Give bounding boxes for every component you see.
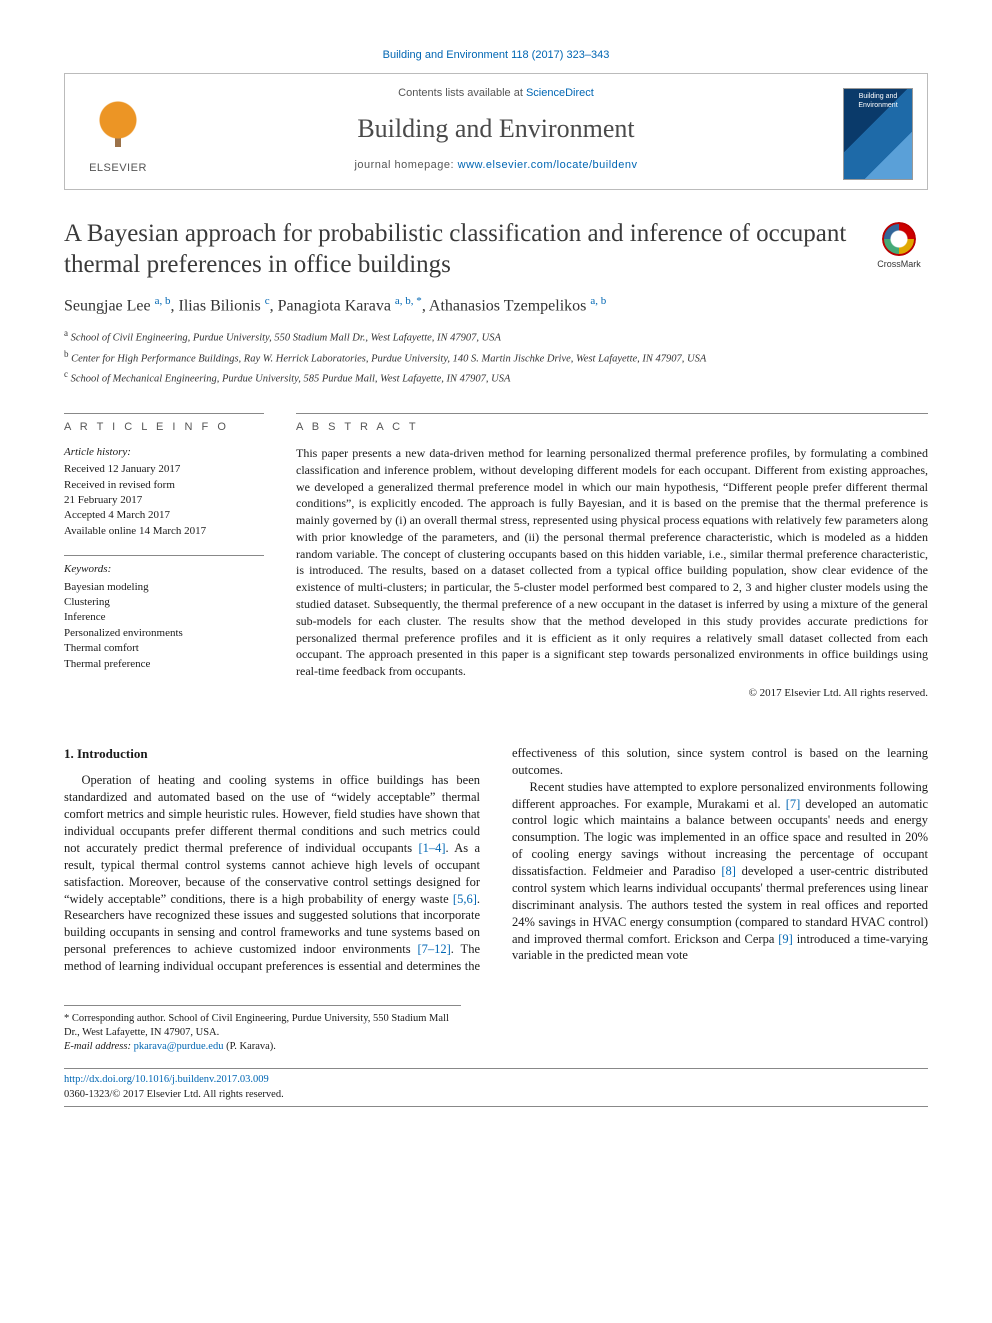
abstract-text: This paper presents a new data-driven me… [296, 445, 928, 680]
email-label: E-mail address: [64, 1041, 131, 1052]
keyword: Thermal comfort [64, 641, 264, 656]
contents-lists-line: Contents lists available at ScienceDirec… [175, 86, 817, 101]
email-suffix: (P. Karava). [226, 1041, 276, 1052]
corresponding-author-note: * Corresponding author. School of Civil … [64, 1012, 461, 1040]
section-number: 1. [64, 746, 74, 761]
section-heading-introduction: 1. Introduction [64, 745, 480, 763]
history-line: Available online 14 March 2017 [64, 524, 264, 539]
crossmark-badge[interactable]: CrossMark [870, 222, 928, 280]
affiliation: c School of Mechanical Engineering, Purd… [64, 368, 858, 387]
journal-cover-thumbnail: Building and Environment [843, 88, 913, 180]
corresponding-email-link[interactable]: pkarava@purdue.edu [134, 1041, 224, 1052]
email-line: E-mail address: pkarava@purdue.edu (P. K… [64, 1040, 461, 1054]
citation-ref-9[interactable]: [9] [778, 932, 793, 946]
citation-line: Building and Environment 118 (2017) 323–… [64, 48, 928, 63]
keyword: Inference [64, 610, 264, 625]
history-line: Received 12 January 2017 [64, 462, 264, 477]
article-history-block: Article history: Received 12 January 201… [64, 445, 264, 539]
keyword: Personalized environments [64, 626, 264, 641]
history-line: Received in revised form [64, 478, 264, 493]
article-history-label: Article history: [64, 445, 264, 460]
history-line: 21 February 2017 [64, 493, 264, 508]
article-title: A Bayesian approach for probabilistic cl… [64, 218, 858, 281]
journal-name: Building and Environment [175, 111, 817, 146]
body-paragraph: Recent studies have attempted to explore… [512, 779, 928, 965]
abstract-heading: A B S T R A C T [296, 413, 928, 435]
keyword: Clustering [64, 595, 264, 610]
journal-homepage-line: journal homepage: www.elsevier.com/locat… [175, 158, 817, 173]
section-title: Introduction [77, 746, 148, 761]
affiliation: b Center for High Performance Buildings,… [64, 348, 858, 367]
citation-ref-7-12[interactable]: [7–12] [417, 942, 450, 956]
journal-homepage-link[interactable]: www.elsevier.com/locate/buildenv [458, 159, 638, 171]
crossmark-icon [882, 222, 916, 256]
affiliation: a School of Civil Engineering, Purdue Un… [64, 327, 858, 346]
keywords-block: Keywords: Bayesian modelingClusteringInf… [64, 555, 264, 672]
sciencedirect-link[interactable]: ScienceDirect [526, 87, 594, 99]
issn-copyright-line: 0360-1323/© 2017 Elsevier Ltd. All right… [64, 1088, 928, 1102]
keyword: Bayesian modeling [64, 580, 264, 595]
doi-block: http://dx.doi.org/10.1016/j.buildenv.201… [64, 1068, 928, 1106]
footnotes: * Corresponding author. School of Civil … [64, 1005, 461, 1055]
citation-ref-7[interactable]: [7] [786, 797, 801, 811]
citation-ref-8[interactable]: [8] [721, 864, 736, 878]
history-line: Accepted 4 March 2017 [64, 508, 264, 523]
author-list: Seungjae Lee a, b, Ilias Bilionis c, Pan… [64, 294, 858, 317]
article-body: 1. Introduction Operation of heating and… [64, 745, 928, 975]
abstract-copyright: © 2017 Elsevier Ltd. All rights reserved… [296, 686, 928, 701]
elsevier-wordmark: ELSEVIER [89, 161, 147, 176]
doi-link[interactable]: http://dx.doi.org/10.1016/j.buildenv.201… [64, 1074, 269, 1085]
article-info-heading: A R T I C L E I N F O [64, 413, 264, 435]
citation-ref-5-6[interactable]: [5,6] [453, 892, 477, 906]
keywords-label: Keywords: [64, 562, 264, 577]
citation-ref-1-4[interactable]: [1–4] [418, 841, 445, 855]
keyword: Thermal preference [64, 657, 264, 672]
contents-prefix: Contents lists available at [398, 87, 526, 99]
elsevier-tree-icon [89, 99, 147, 159]
journal-header: ELSEVIER Building and Environment Conten… [64, 73, 928, 190]
homepage-prefix: journal homepage: [354, 159, 457, 171]
elsevier-logo: ELSEVIER [79, 88, 157, 176]
crossmark-label: CrossMark [877, 258, 921, 270]
